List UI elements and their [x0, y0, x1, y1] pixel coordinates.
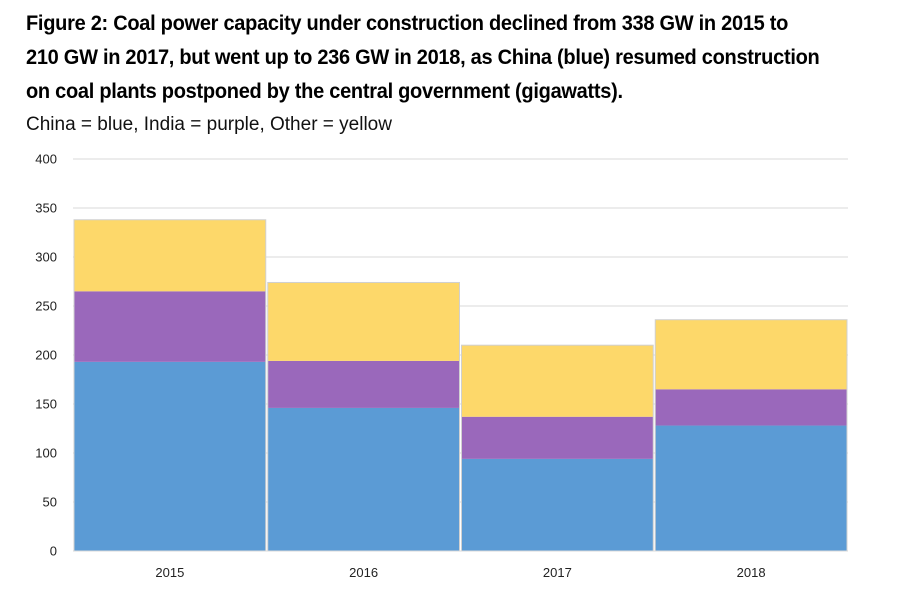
x-tick-label: 2015	[155, 565, 184, 580]
bar-other-2018	[655, 319, 847, 390]
y-tick-label: 300	[35, 250, 57, 265]
x-tick-label: 2016	[349, 565, 378, 580]
y-tick-label: 350	[35, 201, 57, 216]
bar-india-2018	[655, 389, 847, 426]
bar-other-2017	[461, 345, 654, 417]
bar-china-2017	[461, 458, 654, 551]
bar-india-2016	[267, 360, 460, 408]
y-tick-label: 150	[35, 397, 57, 412]
x-tick-label: 2018	[737, 565, 766, 580]
bar-china-2015	[74, 361, 266, 551]
y-tick-label: 200	[35, 348, 57, 363]
bar-india-2015	[74, 291, 266, 362]
y-tick-label: 100	[35, 446, 57, 461]
bars	[73, 219, 848, 552]
y-tick-label: 50	[43, 495, 57, 510]
bar-china-2018	[655, 425, 847, 551]
chart-subtitle: China = blue, India = purple, Other = ye…	[26, 114, 392, 135]
bar-other-2016	[267, 282, 460, 361]
y-tick-label: 0	[50, 544, 57, 559]
axes: 0 50 100 150 200 250 300 350 400 2015 2016 2017 2018	[35, 152, 848, 580]
x-tick-label: 2017	[543, 565, 572, 580]
bar-india-2017	[461, 416, 654, 459]
bar-china-2016	[267, 407, 460, 551]
y-tick-label: 400	[35, 152, 57, 167]
y-tick-label: 250	[35, 299, 57, 314]
chart-title: Figure 2: Coal power capacity under cons…	[26, 11, 820, 103]
bar-other-2015	[74, 219, 266, 292]
